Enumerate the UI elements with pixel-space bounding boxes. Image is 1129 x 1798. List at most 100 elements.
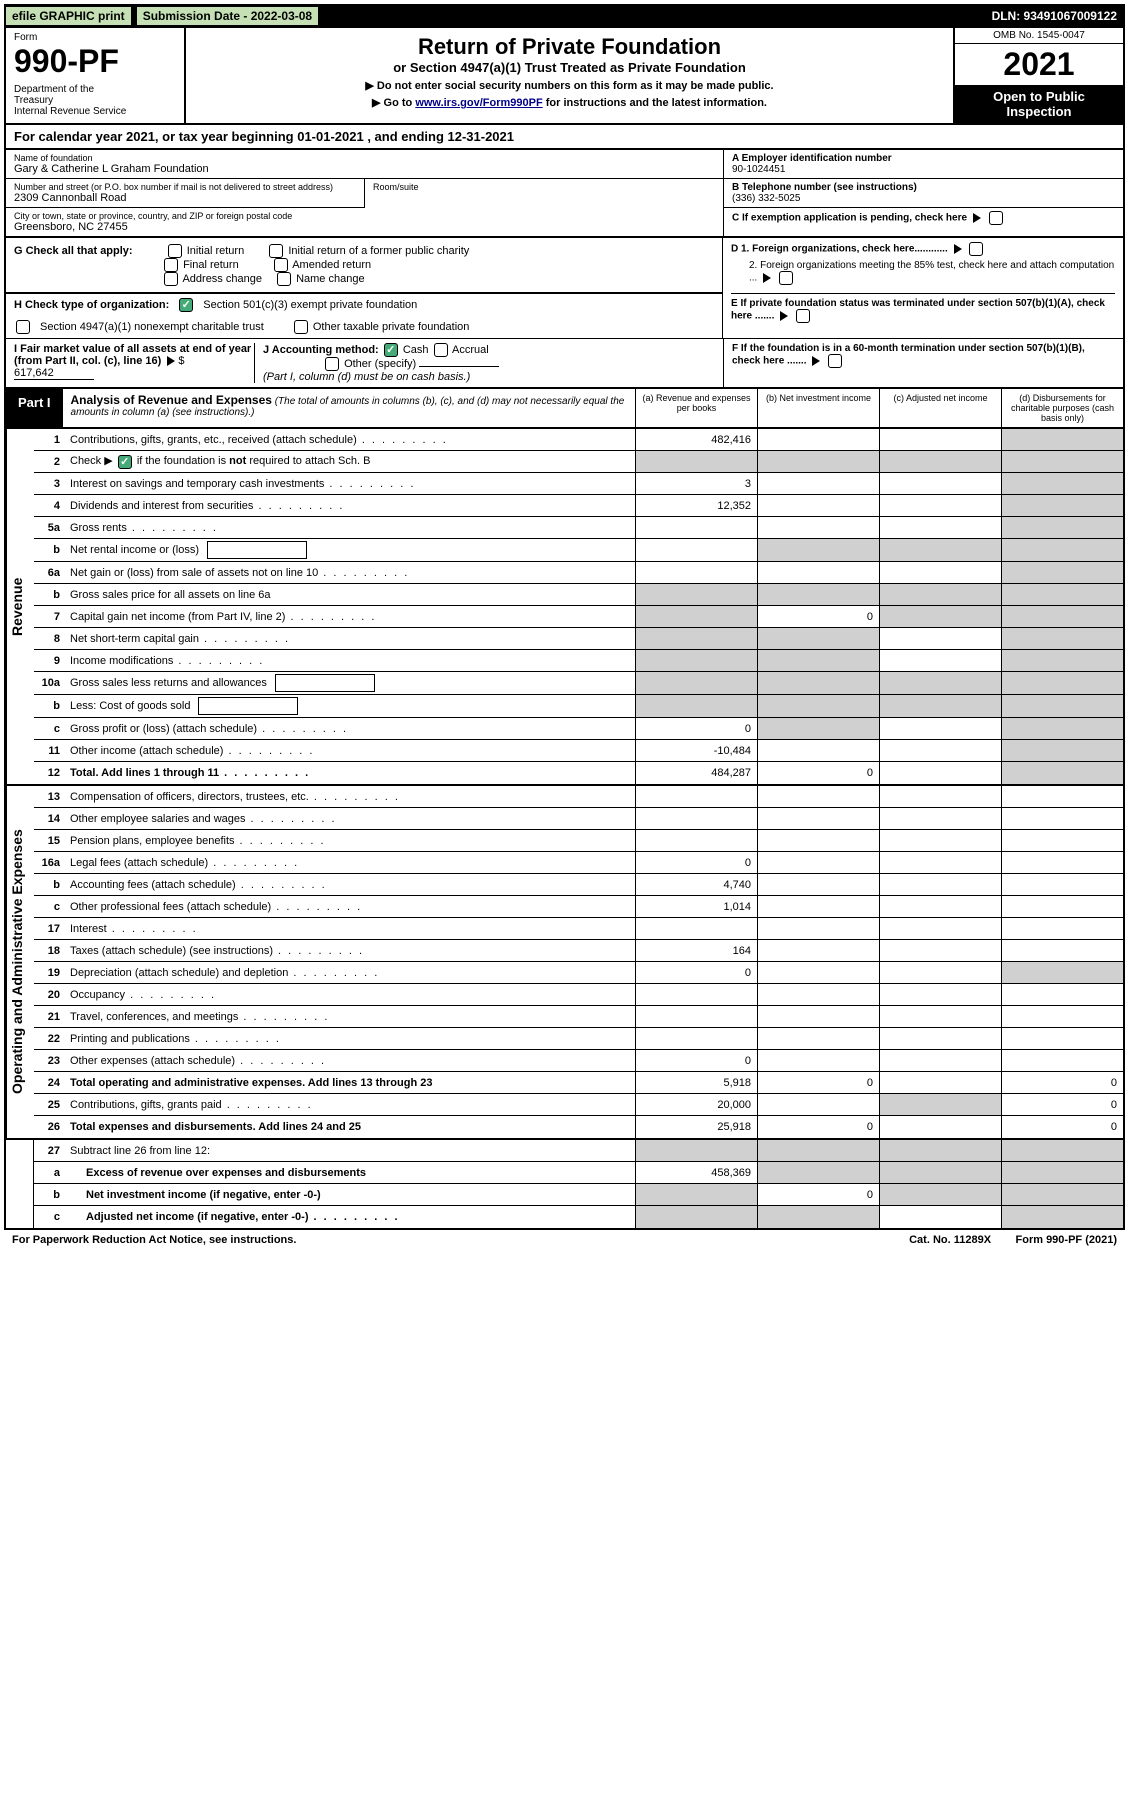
- line-5a: 5a Gross rents: [34, 517, 1123, 539]
- expenses-section: Operating and Administrative Expenses 13…: [4, 786, 1125, 1140]
- line-17: 17 Interest: [34, 918, 1123, 940]
- line-8: 8 Net short-term capital gain: [34, 628, 1123, 650]
- line-16c: c Other professional fees (attach schedu…: [34, 896, 1123, 918]
- line-5b: b Net rental income or (loss): [34, 539, 1123, 562]
- phone-label: B Telephone number (see instructions): [732, 182, 1115, 193]
- e-label: E If private foundation status was termi…: [731, 293, 1115, 323]
- arrow-icon: [763, 273, 771, 283]
- open-public: Open to Public Inspection: [955, 85, 1123, 123]
- j-cash-checkbox[interactable]: [384, 343, 398, 357]
- f-label: F If the foundation is in a 60-month ter…: [732, 343, 1085, 367]
- h-label: H Check type of organization:: [14, 299, 169, 311]
- line-20: 20 Occupancy: [34, 984, 1123, 1006]
- line-2: 2 Check ▶ if the foundation is not requi…: [34, 451, 1123, 473]
- ssn-note: ▶ Do not enter social security numbers o…: [192, 79, 947, 92]
- j-accrual-checkbox[interactable]: [434, 343, 448, 357]
- col-b-header: (b) Net investment income: [757, 389, 879, 427]
- j-note: (Part I, column (d) must be on cash basi…: [263, 371, 470, 383]
- foundation-name: Gary & Catherine L Graham Foundation: [14, 163, 715, 175]
- f-checkbox[interactable]: [828, 354, 842, 368]
- schb-checkbox[interactable]: [118, 455, 132, 469]
- j-label: J Accounting method:: [263, 344, 379, 356]
- g-former-checkbox[interactable]: [269, 244, 283, 258]
- irs-link[interactable]: www.irs.gov/Form990PF: [415, 97, 542, 109]
- line-3: 3 Interest on savings and temporary cash…: [34, 473, 1123, 495]
- dln-number: DLN: 93491067009122: [992, 9, 1123, 23]
- c-exemption-label: C If exemption application is pending, c…: [732, 213, 967, 224]
- j-other-checkbox[interactable]: [325, 357, 339, 371]
- footer-form: Form 990-PF (2021): [1016, 1234, 1118, 1246]
- top-bar: efile GRAPHIC print Submission Date - 20…: [4, 4, 1125, 28]
- col-c-header: (c) Adjusted net income: [879, 389, 1001, 427]
- footer-left: For Paperwork Reduction Act Notice, see …: [12, 1234, 296, 1246]
- line-27: 27 Subtract line 26 from line 12:: [34, 1140, 1123, 1162]
- line-9: 9 Income modifications: [34, 650, 1123, 672]
- line-27c: c Adjusted net income (if negative, ente…: [34, 1206, 1123, 1228]
- city-state-zip: Greensboro, NC 27455: [14, 221, 715, 233]
- line-23: 23 Other expenses (attach schedule) 0: [34, 1050, 1123, 1072]
- d2-checkbox[interactable]: [779, 271, 793, 285]
- line-13: 13 Compensation of officers, directors, …: [34, 786, 1123, 808]
- line-7: 7 Capital gain net income (from Part IV,…: [34, 606, 1123, 628]
- line-14: 14 Other employee salaries and wages: [34, 808, 1123, 830]
- city-label: City or town, state or province, country…: [14, 211, 715, 221]
- summary-section: 27 Subtract line 26 from line 12: a Exce…: [4, 1140, 1125, 1230]
- g-amended-checkbox[interactable]: [274, 258, 288, 272]
- g-row: G Check all that apply: Initial return I…: [6, 238, 722, 293]
- g-initial-checkbox[interactable]: [168, 244, 182, 258]
- g-address-checkbox[interactable]: [164, 272, 178, 286]
- h-4947-checkbox[interactable]: [16, 320, 30, 334]
- line-16b: b Accounting fees (attach schedule) 4,74…: [34, 874, 1123, 896]
- street-address: 2309 Cannonball Road: [14, 192, 356, 204]
- arrow-icon: [973, 213, 981, 223]
- name-label: Name of foundation: [14, 153, 715, 163]
- room-label: Room/suite: [373, 182, 715, 192]
- line-22: 22 Printing and publications: [34, 1028, 1123, 1050]
- form-header: Form 990-PF Department of theTreasuryInt…: [4, 28, 1125, 125]
- d1-label: D 1. Foreign organizations, check here..…: [731, 242, 1115, 256]
- arrow-icon: [167, 356, 175, 366]
- addr-label: Number and street (or P.O. box number if…: [14, 182, 356, 192]
- line-1: 1 Contributions, gifts, grants, etc., re…: [34, 429, 1123, 451]
- expenses-label: Operating and Administrative Expenses: [6, 786, 34, 1138]
- form-label: Form: [14, 32, 176, 43]
- g-final-checkbox[interactable]: [164, 258, 178, 272]
- col-a-header: (a) Revenue and expenses per books: [635, 389, 757, 427]
- form-subtitle: or Section 4947(a)(1) Trust Treated as P…: [192, 60, 947, 75]
- e-checkbox[interactable]: [796, 309, 810, 323]
- part1-label: Part I: [6, 389, 63, 427]
- page-footer: For Paperwork Reduction Act Notice, see …: [4, 1230, 1125, 1250]
- line-27a: a Excess of revenue over expenses and di…: [34, 1162, 1123, 1184]
- check-section: G Check all that apply: Initial return I…: [4, 238, 1125, 389]
- phone-value: (336) 332-5025: [732, 193, 1115, 204]
- foundation-info: Name of foundation Gary & Catherine L Gr…: [4, 150, 1125, 238]
- ein-label: A Employer identification number: [732, 153, 1115, 164]
- d1-checkbox[interactable]: [969, 242, 983, 256]
- calendar-year-row: For calendar year 2021, or tax year begi…: [4, 125, 1125, 150]
- i-value: 617,642: [14, 367, 94, 380]
- line-12: 12 Total. Add lines 1 through 11 484,287…: [34, 762, 1123, 784]
- line-10b: b Less: Cost of goods sold: [34, 695, 1123, 718]
- line-27b: b Net investment income (if negative, en…: [34, 1184, 1123, 1206]
- h-501c3-checkbox[interactable]: [179, 298, 193, 312]
- line-6a: 6a Net gain or (loss) from sale of asset…: [34, 562, 1123, 584]
- tax-year: 2021: [955, 44, 1123, 85]
- ein-value: 90-1024451: [732, 164, 1115, 175]
- form-title: Return of Private Foundation: [192, 34, 947, 60]
- h-other-checkbox[interactable]: [294, 320, 308, 334]
- d2-label: 2. Foreign organizations meeting the 85%…: [731, 260, 1115, 285]
- i-label: I Fair market value of all assets at end…: [14, 343, 251, 367]
- revenue-label: Revenue: [6, 429, 34, 784]
- line-18: 18 Taxes (attach schedule) (see instruct…: [34, 940, 1123, 962]
- line-26: 26 Total expenses and disbursements. Add…: [34, 1116, 1123, 1138]
- c-checkbox[interactable]: [989, 211, 1003, 225]
- line-15: 15 Pension plans, employee benefits: [34, 830, 1123, 852]
- efile-badge[interactable]: efile GRAPHIC print: [6, 7, 131, 25]
- submission-date: Submission Date - 2022-03-08: [137, 7, 318, 25]
- line-21: 21 Travel, conferences, and meetings: [34, 1006, 1123, 1028]
- footer-cat: Cat. No. 11289X: [909, 1234, 991, 1246]
- dept-label: Department of theTreasuryInternal Revenu…: [14, 84, 176, 117]
- line-11: 11 Other income (attach schedule) -10,48…: [34, 740, 1123, 762]
- part1-header: Part I Analysis of Revenue and Expenses …: [4, 389, 1125, 429]
- g-name-checkbox[interactable]: [277, 272, 291, 286]
